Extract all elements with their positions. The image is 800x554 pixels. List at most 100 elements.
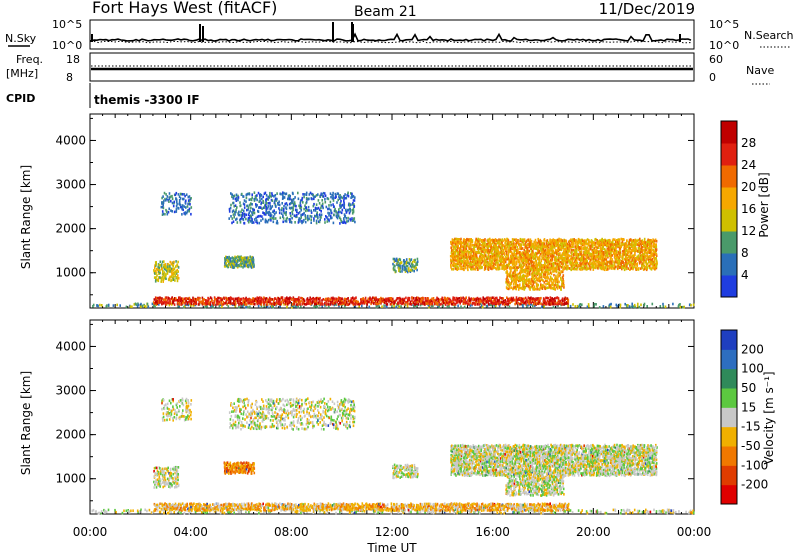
echo-cell (508, 243, 511, 246)
echo-cell (245, 200, 247, 203)
echo-cell (532, 243, 535, 246)
echo-cell (603, 262, 605, 265)
echo-cell (618, 303, 621, 307)
velocity-colorbar-tick: 200 (741, 342, 764, 356)
echo-cell (314, 300, 316, 303)
echo-cell (489, 259, 491, 263)
echo-cell (526, 247, 529, 250)
echo-cell (435, 298, 437, 302)
echo-cell (283, 303, 285, 306)
echo-cell (343, 301, 345, 304)
echo-cell (554, 266, 556, 270)
echo-cell (621, 267, 623, 271)
echo-cell (471, 244, 474, 247)
echo-cell (534, 243, 537, 247)
echo-cell (551, 253, 554, 256)
echo-cell (255, 205, 257, 208)
echo-cell (558, 237, 560, 241)
echo-cell (259, 206, 261, 209)
echo-cell (484, 254, 487, 257)
echo-cell (616, 304, 618, 308)
echo-cell (525, 298, 528, 302)
echo-cell (283, 196, 286, 199)
echo-cell (334, 300, 337, 303)
echo-cell (435, 301, 438, 305)
echo-cell (569, 245, 572, 249)
echo-cell (99, 303, 101, 307)
echo-cell (522, 261, 525, 265)
echo-cell (276, 192, 278, 195)
echo-cell (458, 261, 460, 265)
echo-cell (466, 249, 469, 253)
echo-cell (502, 300, 505, 303)
echo-cell (329, 214, 332, 218)
echo-cell (411, 296, 414, 300)
echo-cell (531, 297, 533, 301)
echo-cell (283, 207, 285, 211)
echo-cell (550, 244, 553, 248)
echo-cell (249, 261, 252, 265)
echo-cell (541, 244, 544, 248)
echo-cell (490, 303, 493, 307)
echo-cell (397, 297, 400, 300)
echo-cell (203, 298, 205, 301)
echo-cell (468, 303, 470, 306)
echo-cell (557, 259, 559, 262)
echo-cell (331, 216, 333, 220)
echo-cell (318, 202, 321, 205)
echo-cell (454, 298, 457, 302)
echo-cell (228, 207, 231, 211)
echo-cell (507, 303, 509, 306)
echo-cell (240, 214, 243, 217)
echo-cell (594, 266, 597, 270)
echo-cell (614, 257, 617, 261)
echo-cell (519, 262, 521, 265)
echo-cell (454, 241, 456, 244)
echo-cell (267, 198, 270, 201)
echo-cell (296, 215, 298, 218)
nsearch-trace (90, 40, 692, 44)
echo-cell (231, 256, 234, 259)
echo-cell (462, 256, 464, 260)
echo-cell (475, 264, 477, 267)
echo-cell (262, 195, 264, 199)
echo-cell (171, 303, 173, 306)
echo-cell (249, 264, 252, 268)
echo-cell (625, 262, 628, 265)
echo-cell (184, 297, 186, 301)
echo-cell (554, 299, 556, 303)
echo-cell (585, 262, 587, 265)
echo-cell (623, 264, 625, 268)
echo-cell (225, 257, 228, 261)
echo-cell (452, 259, 454, 263)
echo-cell (538, 245, 540, 249)
echo-cell (248, 263, 251, 266)
echo-cell (303, 302, 306, 306)
echo-cell (329, 303, 332, 306)
echo-cell (385, 297, 387, 301)
echo-cell (352, 199, 355, 202)
echo-cell (562, 259, 565, 263)
echo-cell (549, 244, 552, 248)
echo-cell (309, 299, 312, 303)
echo-cell (261, 197, 263, 201)
velocity-colorbar-tick: 50 (741, 381, 756, 395)
echo-cell (582, 263, 584, 266)
echo-cell (555, 255, 557, 259)
echo-cell (550, 262, 552, 265)
echo-cell (540, 296, 542, 300)
echo-cell (420, 299, 422, 303)
echo-cell (342, 221, 344, 224)
echo-cell (476, 238, 479, 242)
echo-cell (267, 205, 269, 208)
echo-cell (547, 243, 550, 246)
echo-cell (478, 300, 480, 304)
echo-cell (351, 298, 353, 302)
echo-cell (455, 296, 458, 300)
echo-cell (535, 241, 537, 244)
echo-cell (314, 195, 316, 198)
echo-cell (507, 239, 510, 242)
echo-cell (269, 194, 271, 198)
echo-cell (521, 299, 524, 302)
echo-cell (536, 263, 539, 267)
